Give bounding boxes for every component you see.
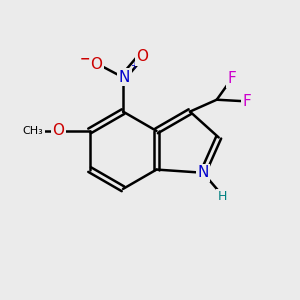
Text: F: F xyxy=(227,71,236,86)
Text: H: H xyxy=(218,190,227,203)
Text: −: − xyxy=(80,52,91,65)
Text: O: O xyxy=(136,49,148,64)
Text: O: O xyxy=(52,123,64,138)
Text: N: N xyxy=(197,165,209,180)
Text: CH₃: CH₃ xyxy=(23,126,44,136)
Text: N: N xyxy=(119,70,130,85)
Text: O: O xyxy=(90,56,102,71)
Text: F: F xyxy=(242,94,251,109)
Text: +: + xyxy=(130,61,138,71)
